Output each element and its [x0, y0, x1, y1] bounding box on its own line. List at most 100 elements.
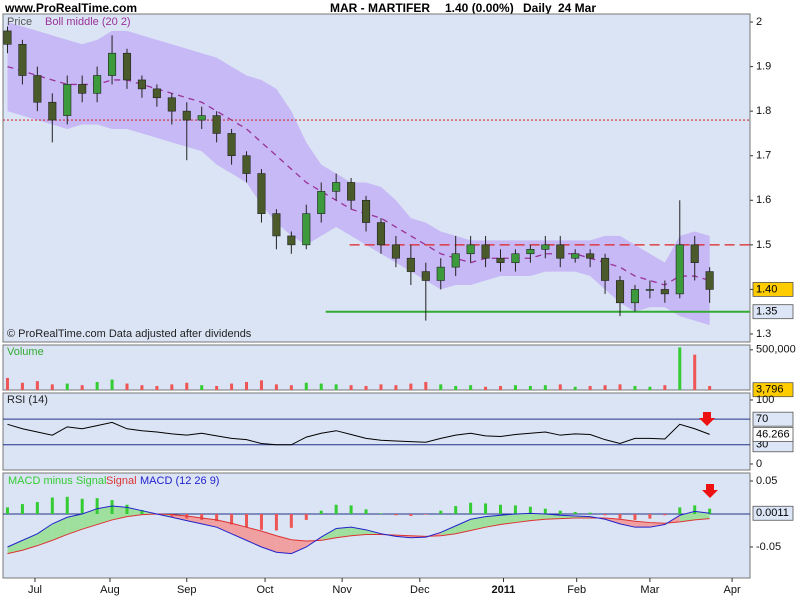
last-value: 46.266 [756, 428, 790, 440]
macd-fill [22, 533, 38, 551]
volume-bar [185, 382, 189, 390]
histogram-bar [499, 504, 503, 514]
macd-fill [694, 511, 710, 520]
panel [2, 344, 751, 391]
x-tick-label: Dec [410, 584, 430, 596]
level-label: 1.35 [756, 306, 777, 318]
macd-fill [485, 515, 501, 528]
histogram-bar [304, 513, 308, 520]
candle-body [675, 244, 684, 295]
candle-body [287, 235, 296, 246]
boll-middle [7, 65, 710, 286]
histogram-bar [170, 513, 174, 517]
histogram-bar [5, 507, 9, 514]
macd-fill [291, 539, 307, 554]
candle-body [272, 213, 281, 237]
histogram-bar [319, 510, 323, 514]
last-value-box [752, 382, 794, 398]
histogram-bar [409, 513, 413, 516]
y-tick-label: 100 [756, 394, 774, 406]
candle-body [362, 199, 371, 223]
y-tick-label: 1.6 [756, 194, 771, 206]
candle-body [317, 191, 326, 214]
candle-body [586, 253, 595, 259]
volume-bar [603, 385, 607, 390]
volume-bar [35, 381, 39, 390]
candle-body [526, 249, 535, 255]
histogram-bar [349, 505, 353, 514]
histogram-bar [484, 503, 488, 514]
volume-bar [110, 379, 114, 390]
volume-bar [170, 384, 174, 390]
volume-bar [708, 385, 712, 390]
candle-body [152, 88, 161, 99]
histogram-bar [678, 507, 682, 514]
macd-fill [440, 525, 456, 536]
panels: Price Boll middle (20 2) © ProRealTime.com… [2, 13, 796, 596]
volume-bar [633, 385, 637, 390]
candle-body [182, 110, 191, 121]
volume-bar [50, 384, 54, 390]
y-tick-label: 1.7 [756, 150, 771, 162]
x-tick-label: 2011 [492, 584, 516, 596]
candle-body [212, 115, 221, 134]
volume-bar [289, 385, 293, 390]
candle-body [541, 244, 550, 250]
histogram-bar [528, 506, 532, 514]
macd-fill [500, 513, 516, 525]
volume-bar [573, 386, 577, 390]
x-tick-label: Feb [567, 584, 586, 596]
panel-title: Volume [7, 346, 44, 358]
y-tick-label: 0 [756, 458, 762, 470]
volume-bar [319, 383, 323, 390]
histogram-bar [663, 513, 667, 516]
candle-body [660, 289, 669, 295]
candle-body [436, 266, 445, 281]
volume-bar [379, 384, 383, 390]
macd-fill [7, 540, 23, 554]
histogram-bar [50, 497, 54, 514]
histogram-bar [618, 513, 622, 519]
level-label-box [752, 304, 794, 320]
histogram-bar [125, 504, 129, 514]
rsi-line [7, 421, 710, 446]
legend-entry: MACD (12 26 9) [140, 475, 219, 487]
histogram-bar [708, 508, 712, 514]
y-tick-label: 1.5 [756, 239, 771, 251]
histogram-bar [215, 513, 219, 522]
candle-body [571, 253, 580, 259]
candle-body [63, 84, 72, 116]
panel [2, 392, 751, 471]
legend-entry: Signal [106, 475, 137, 487]
level-label: 70 [756, 413, 768, 425]
y-tick-label: 500,000 [756, 344, 796, 356]
volume-bar [543, 385, 547, 390]
candle-body [332, 182, 341, 192]
macd-fill [276, 535, 292, 554]
x-tick-label: Mar [640, 584, 659, 596]
quote: 1.40 (0.00%) [445, 1, 514, 15]
last-value: 0.0011 [756, 507, 789, 519]
candle-body [78, 84, 87, 94]
x-tick-label: Nov [332, 584, 352, 596]
panel-title: Price [7, 16, 32, 28]
volume-bar [663, 385, 667, 390]
date: 24 Mar [558, 1, 596, 15]
site: www.ProRealTime.com [4, 1, 137, 15]
macd-fill [261, 531, 277, 553]
candle-body [406, 257, 415, 272]
histogram-bar [379, 513, 383, 514]
candle-body [451, 253, 460, 268]
volume-bar [678, 347, 682, 390]
histogram-bar [439, 510, 443, 514]
candle-body [601, 257, 610, 281]
volume-bar [454, 385, 458, 390]
volume-bar [693, 354, 697, 390]
volume-bar [140, 385, 144, 390]
histogram-bar [35, 502, 39, 514]
histogram-bar [289, 513, 293, 528]
volume-bar [558, 384, 562, 390]
arrow [702, 484, 718, 498]
candle-body [690, 244, 699, 263]
macd-fill [67, 513, 83, 535]
